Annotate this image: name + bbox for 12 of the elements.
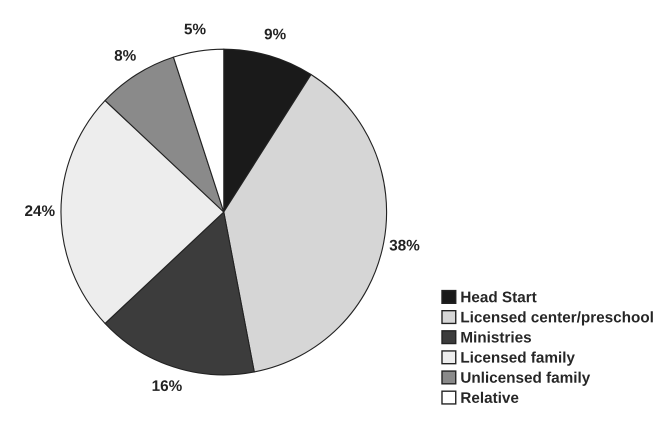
- data-label: 24%: [25, 205, 55, 216]
- data-label: 16%: [152, 380, 182, 392]
- legend-label: Relative: [461, 392, 518, 403]
- data-label: 38%: [390, 240, 420, 251]
- legend-label: Licensed family: [461, 352, 575, 366]
- data-label: 5%: [184, 24, 206, 34]
- data-label: 9%: [264, 28, 286, 40]
- legend-label: Licensed center/preschool: [461, 311, 653, 326]
- data-label: 8%: [114, 50, 136, 61]
- legend-label: Unlicensed family: [461, 372, 590, 386]
- legend-label: Ministries: [461, 331, 532, 343]
- legend-label: Head Start: [461, 291, 537, 302]
